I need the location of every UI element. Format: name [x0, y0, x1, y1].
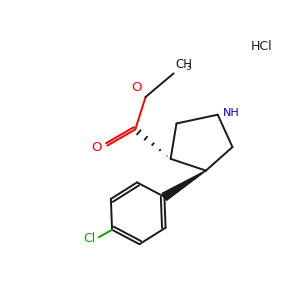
Text: CH: CH: [175, 58, 192, 71]
Text: O: O: [131, 81, 142, 94]
Text: O: O: [92, 141, 102, 154]
Text: 3: 3: [186, 63, 191, 72]
Text: NH: NH: [223, 108, 240, 118]
Text: HCl: HCl: [251, 40, 273, 53]
Polygon shape: [162, 171, 206, 200]
Text: Cl: Cl: [84, 232, 96, 245]
